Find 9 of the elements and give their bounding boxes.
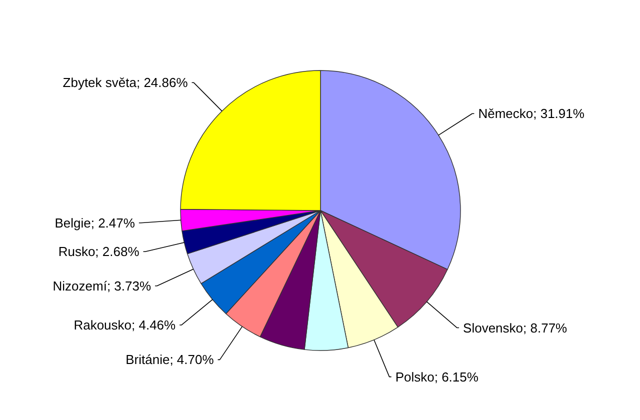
slice-label: Británie; 4.70%: [126, 352, 214, 368]
slice-label: Nizozemí; 3.73%: [52, 278, 152, 294]
slice-label: Rusko; 2.68%: [58, 244, 140, 260]
slice-label: Polsko; 6.15%: [395, 369, 479, 384]
slice-label: Rakousko; 4.46%: [74, 317, 176, 332]
slice-label: Zbytek světa; 24.86%: [62, 75, 188, 90]
slice-label: Belgie; 2.47%: [54, 215, 136, 230]
slice-label: Německo; 31.91%: [478, 106, 585, 122]
slice-label: Slovensko; 8.77%: [463, 320, 568, 336]
